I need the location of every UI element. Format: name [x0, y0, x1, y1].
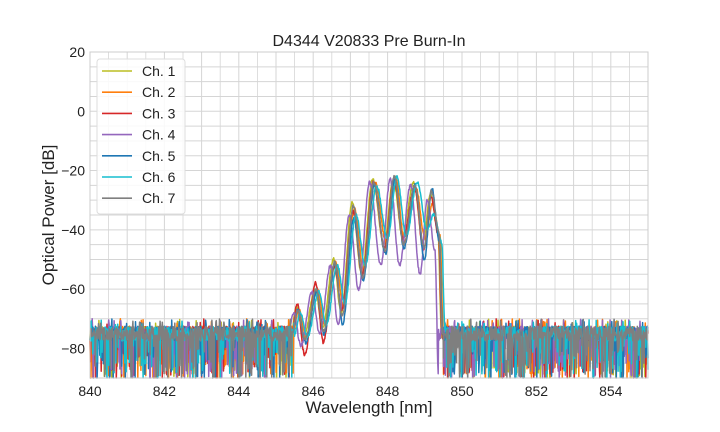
- y-tick-label: −20: [61, 163, 85, 179]
- legend-label: Ch. 4: [142, 127, 176, 143]
- y-tick-label: 20: [69, 44, 85, 60]
- legend-label: Ch. 1: [142, 63, 176, 79]
- legend-label: Ch. 5: [142, 148, 176, 164]
- x-tick-label: 852: [525, 383, 549, 399]
- x-tick-label: 842: [153, 383, 177, 399]
- x-tick-label: 840: [78, 383, 102, 399]
- tick-labels: 840 842 844 846 848 850 852 854 20 0 −20 −40 −60 −80: [61, 44, 622, 399]
- plot-frame: [89, 51, 649, 379]
- series-line-ch-7: [89, 174, 649, 379]
- x-tick-label: 848: [376, 383, 400, 399]
- x-tick-label: 850: [450, 383, 474, 399]
- y-axis-label: Optical Power [dB]: [39, 145, 58, 286]
- legend: Ch. 1 Ch. 2 Ch. 3 Ch. 4 Ch. 5 Ch. 6 Ch. 7: [96, 58, 186, 215]
- series-lines: [89, 174, 649, 379]
- y-tick-label: −60: [61, 281, 85, 297]
- y-tick-label: 0: [77, 103, 85, 119]
- legend-box: [96, 58, 186, 215]
- x-axis-label: Wavelength [nm]: [306, 398, 433, 417]
- chart-title: D4344 V20833 Pre Burn-In: [272, 33, 465, 50]
- legend-label: Ch. 3: [142, 105, 176, 121]
- legend-label: Ch. 6: [142, 169, 176, 185]
- y-tick-label: −80: [61, 340, 85, 356]
- x-tick-label: 854: [599, 383, 623, 399]
- y-tick-label: −40: [61, 222, 85, 238]
- legend-label: Ch. 7: [142, 190, 176, 206]
- legend-label: Ch. 2: [142, 84, 176, 100]
- x-tick-label: 844: [227, 383, 251, 399]
- x-tick-label: 846: [302, 383, 326, 399]
